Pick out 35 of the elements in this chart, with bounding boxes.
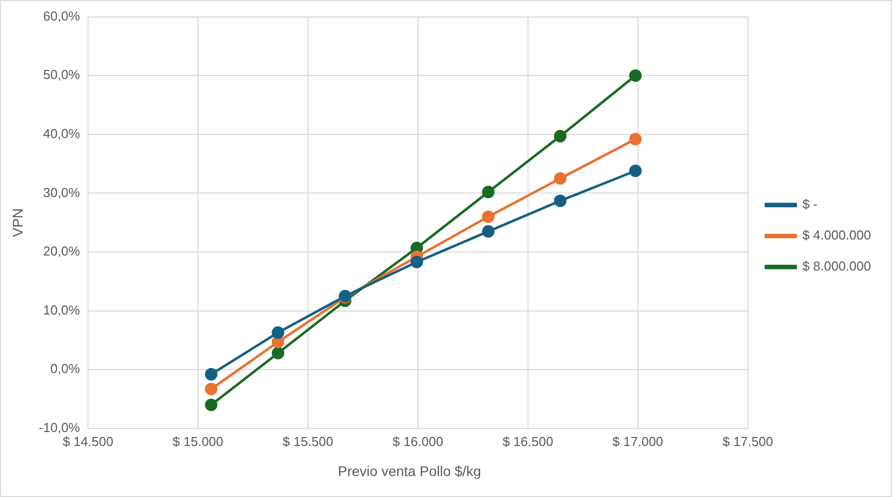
point	[272, 326, 284, 339]
y-axis-title: VPN	[9, 208, 26, 237]
x-tick-label: $ 15.000	[172, 434, 224, 449]
point	[272, 346, 284, 360]
x-tick-label: $ 16.000	[392, 434, 444, 449]
point	[629, 69, 642, 82]
legend-label: $ -	[802, 196, 818, 212]
x-axis-title: Previo venta Pollo $/kg	[336, 463, 482, 479]
point	[554, 130, 566, 142]
y-tick-label: 40,0%	[43, 126, 80, 141]
y-tick-label: 10,0%	[43, 302, 80, 318]
y-tick-label: 0,0%	[50, 361, 80, 376]
y-tick-label: 30,0%	[43, 184, 80, 200]
point	[204, 368, 218, 381]
x-tick-label: $ 17.500	[722, 434, 774, 449]
point	[204, 398, 218, 412]
point	[482, 186, 495, 198]
y-tick-label: 60,0%	[43, 8, 80, 24]
point	[554, 194, 566, 208]
legend-label: $ 4.000.000	[802, 228, 872, 243]
point	[554, 172, 566, 185]
y-tick-label: 50,0%	[43, 67, 80, 82]
point	[482, 210, 495, 223]
point	[482, 225, 495, 238]
x-tick-label: $ 17.000	[612, 434, 664, 449]
point	[204, 382, 218, 396]
x-tick-label: $ 16.500	[502, 434, 554, 449]
x-tick-label: $ 15.500	[282, 434, 334, 449]
point	[629, 164, 642, 178]
point	[410, 256, 424, 268]
point	[629, 132, 642, 146]
x-tick-label: $ 14.500	[62, 434, 114, 449]
y-tick-label: 20,0%	[43, 244, 80, 259]
y-tick-label: -10,0%	[38, 420, 80, 435]
legend-label: $ 8.000.000	[802, 258, 872, 274]
